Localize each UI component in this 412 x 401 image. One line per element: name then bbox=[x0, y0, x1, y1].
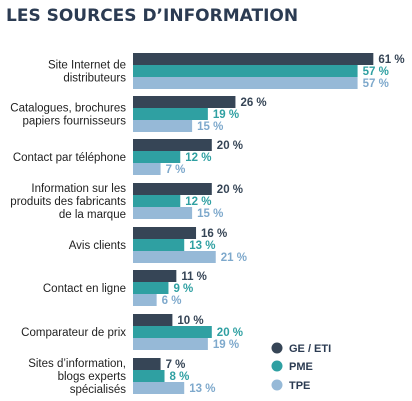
data-label: 12 % bbox=[185, 196, 211, 208]
legend-swatch bbox=[271, 342, 283, 354]
legend-label: PME bbox=[289, 361, 313, 373]
data-label: 26 % bbox=[240, 97, 266, 109]
bar bbox=[133, 294, 157, 306]
legend-swatch bbox=[271, 379, 283, 391]
data-label: 13 % bbox=[189, 383, 215, 395]
data-label: 19 % bbox=[213, 339, 239, 351]
data-label: 7 % bbox=[166, 164, 186, 176]
category-label: Catalogues, brochures papiers fournisseur… bbox=[10, 103, 126, 128]
data-label: 61 % bbox=[378, 54, 404, 66]
bar bbox=[133, 239, 185, 251]
bar bbox=[133, 370, 165, 382]
bar bbox=[133, 77, 358, 89]
bar bbox=[133, 314, 173, 326]
data-label: 10 % bbox=[177, 315, 203, 327]
bar bbox=[133, 326, 212, 338]
category-label: Contact en ligne bbox=[43, 283, 126, 295]
bar bbox=[133, 139, 212, 151]
data-label: 20 % bbox=[217, 140, 243, 152]
bar bbox=[133, 282, 169, 294]
data-label: 57 % bbox=[363, 66, 389, 78]
data-label: 20 % bbox=[217, 327, 243, 339]
bar bbox=[133, 65, 358, 77]
data-label: 7 % bbox=[166, 359, 186, 371]
bar bbox=[133, 96, 236, 108]
bar bbox=[133, 270, 177, 282]
data-label: 15 % bbox=[197, 121, 223, 133]
data-label: 12 % bbox=[185, 152, 211, 164]
chart-title: LES SOURCES D’INFORMATION bbox=[6, 6, 298, 26]
bar bbox=[133, 382, 185, 394]
data-label: 6 % bbox=[162, 295, 182, 307]
data-label: 16 % bbox=[201, 228, 227, 240]
bar bbox=[133, 227, 197, 239]
bar bbox=[133, 108, 208, 120]
bar bbox=[133, 151, 181, 163]
bar bbox=[133, 251, 216, 263]
category-label: Information sur les produits des fabrican… bbox=[10, 183, 126, 221]
data-label: 15 % bbox=[197, 208, 223, 220]
category-label: Comparateur de prix bbox=[21, 327, 126, 339]
bar bbox=[133, 120, 193, 132]
bar bbox=[133, 338, 208, 350]
data-label: 57 % bbox=[363, 78, 389, 90]
category-label: Site Internet de distributeurs bbox=[48, 60, 126, 85]
category-label: Avis clients bbox=[69, 240, 127, 252]
bar bbox=[133, 358, 161, 370]
legend: GE / ETI PME TPE bbox=[271, 342, 331, 392]
data-label: 8 % bbox=[170, 371, 190, 383]
data-label: 21 % bbox=[221, 252, 247, 264]
legend-swatch bbox=[271, 360, 283, 372]
bar bbox=[133, 183, 212, 195]
data-label: 19 % bbox=[213, 109, 239, 121]
data-label: 20 % bbox=[217, 184, 243, 196]
data-label: 9 % bbox=[173, 283, 193, 295]
bar bbox=[133, 207, 193, 219]
data-label: 11 % bbox=[181, 271, 207, 283]
data-label: 13 % bbox=[189, 240, 215, 252]
bar bbox=[133, 195, 181, 207]
bar bbox=[133, 163, 161, 175]
legend-label: TPE bbox=[289, 380, 310, 392]
category-label: Contact par téléphone bbox=[13, 152, 126, 164]
category-label: Sites d’information, blogs experts spécial… bbox=[28, 358, 126, 396]
legend-label: GE / ETI bbox=[289, 343, 331, 355]
bar bbox=[133, 53, 374, 65]
